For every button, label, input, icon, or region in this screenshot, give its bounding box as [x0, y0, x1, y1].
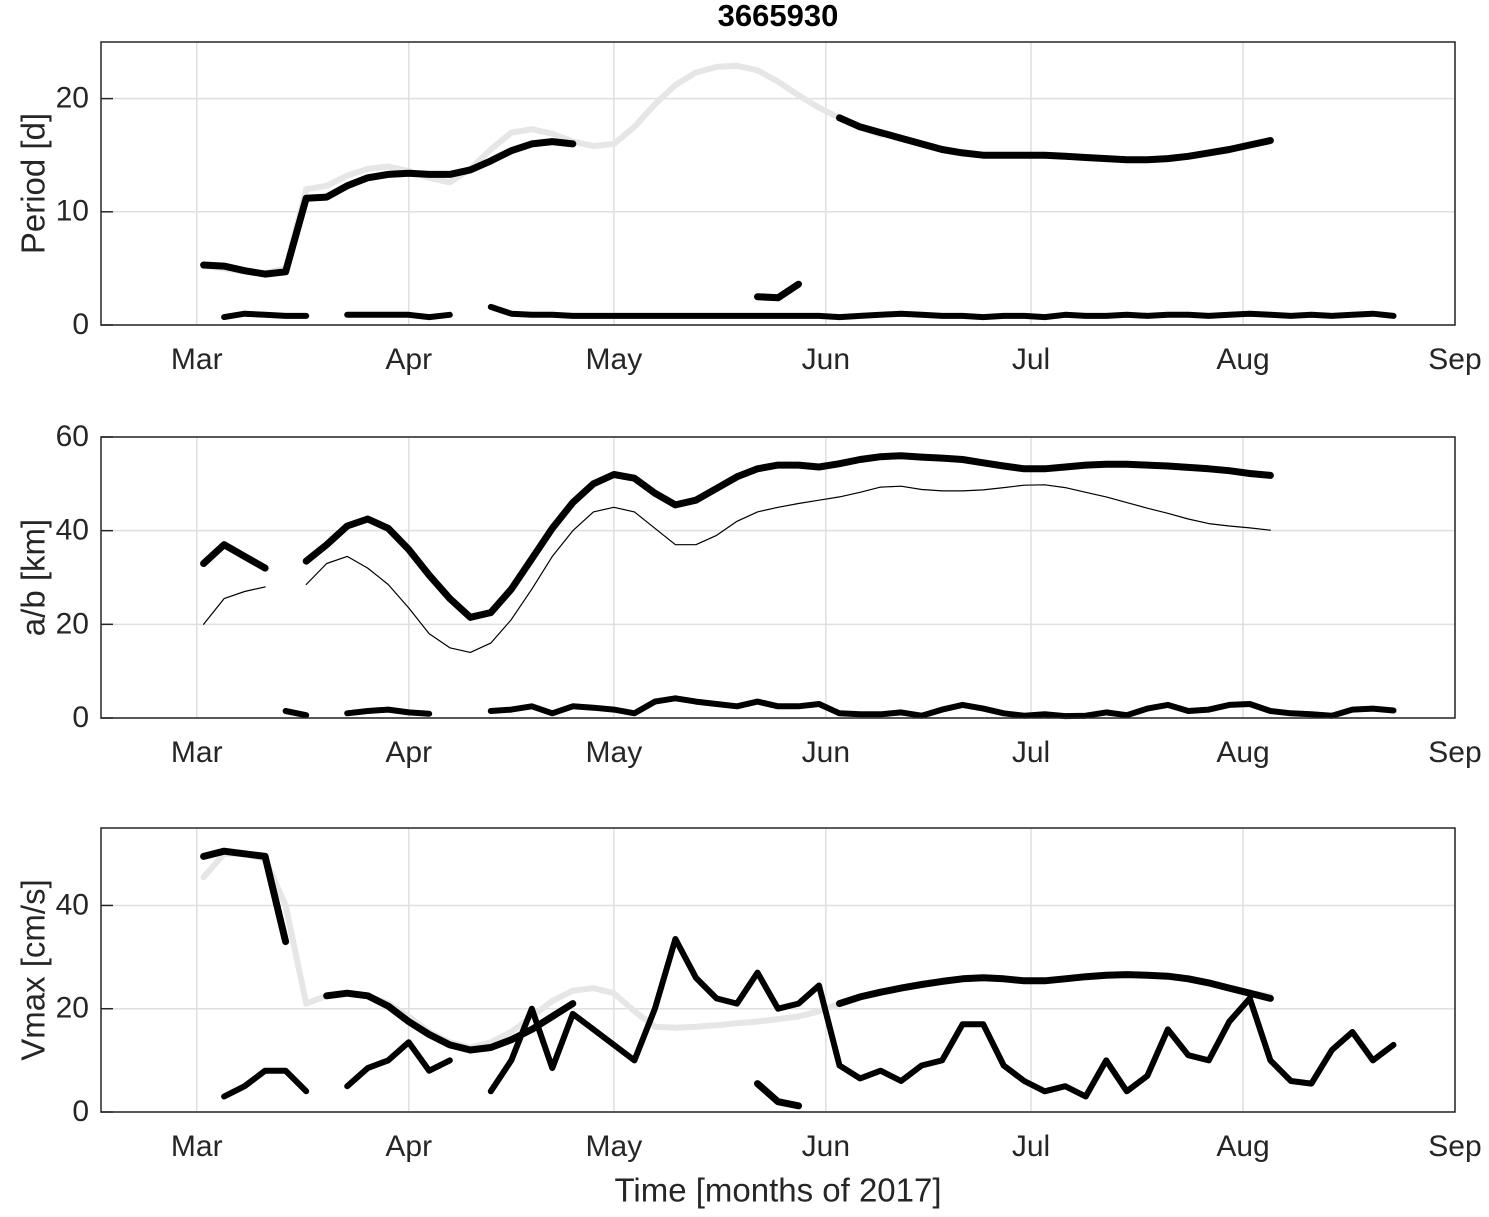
data-line	[221, 936, 1397, 1100]
x-tick-label: Jul	[1012, 343, 1050, 376]
y-tick-label: 0	[72, 308, 89, 341]
x-tick-label: May	[586, 736, 643, 769]
x-tick-label: Jun	[802, 736, 850, 769]
x-axis-label: Time [months of 2017]	[614, 1172, 941, 1209]
y-axis-label: Period [d]	[15, 113, 52, 254]
y-tick-label: 20	[56, 82, 89, 115]
x-tick-label: Jul	[1012, 1130, 1050, 1163]
x-tick-label: May	[586, 1130, 643, 1163]
chart-title: 3665930	[718, 0, 839, 33]
plot-area	[101, 828, 1455, 1112]
x-tick-label: Aug	[1216, 1130, 1269, 1163]
x-tick-label: Apr	[385, 343, 432, 376]
y-axis-label: Vmax [cm/s]	[15, 879, 52, 1061]
data-line	[200, 847, 1274, 1054]
y-axis-label: a/b [km]	[15, 519, 52, 636]
axes-box	[100, 41, 1456, 326]
x-tick-label: Mar	[171, 736, 223, 769]
y-tick-label: 20	[56, 992, 89, 1025]
data-line	[754, 280, 802, 302]
y-tick-label: 40	[56, 888, 89, 921]
x-tick-label: Sep	[1428, 1130, 1481, 1163]
y-tick-label: 10	[56, 195, 89, 228]
data-line	[200, 62, 884, 276]
axes-box	[100, 827, 1456, 1113]
x-tick-label: Sep	[1428, 343, 1481, 376]
x-tick-label: Jun	[802, 343, 850, 376]
y-tick-label: 0	[72, 701, 89, 734]
x-tick-label: Mar	[171, 343, 223, 376]
x-tick-label: Apr	[385, 1130, 432, 1163]
x-tick-label: May	[586, 343, 643, 376]
x-tick-label: Apr	[385, 736, 432, 769]
data-line	[754, 1080, 802, 1110]
data-line	[221, 303, 1397, 321]
x-tick-label: Jun	[802, 1130, 850, 1163]
data-line	[200, 452, 1274, 621]
x-tick-label: Sep	[1428, 736, 1481, 769]
x-tick-label: Jul	[1012, 736, 1050, 769]
data-line	[200, 114, 1274, 278]
y-tick-label: 60	[56, 420, 89, 453]
x-tick-label: Aug	[1216, 736, 1269, 769]
data-line	[203, 484, 1271, 653]
plot-area	[101, 437, 1455, 718]
x-tick-label: Aug	[1216, 343, 1269, 376]
axes-box	[100, 436, 1456, 719]
y-tick-label: 0	[72, 1095, 89, 1128]
y-tick-label: 40	[56, 514, 89, 547]
y-tick-label: 20	[56, 607, 89, 640]
x-tick-label: Mar	[171, 1130, 223, 1163]
data-line	[282, 695, 1397, 720]
